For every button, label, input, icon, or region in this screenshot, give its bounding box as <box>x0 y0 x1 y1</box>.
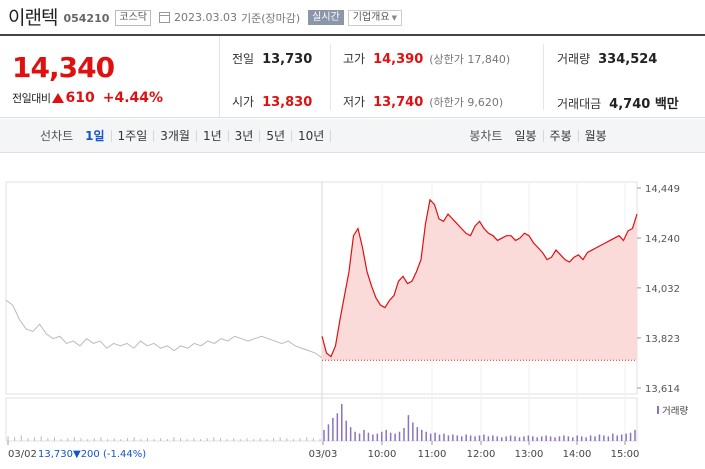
high-label: 고가 <box>343 52 366 66</box>
low-cell: 저가 13,740 (하한가 9,620) <box>343 93 503 110</box>
x-tick-label: 11:00 <box>418 449 447 460</box>
calendar-icon <box>159 12 170 23</box>
high-cell: 고가 14,390 (상한가 17,840) <box>343 50 510 67</box>
amount-value: 4,740 백만 <box>609 97 679 112</box>
stock-header: 이랜텍 054210 코스닥 2023.03.03 기준(장마감) 실시간 기업… <box>0 0 705 33</box>
prev-close-cell: 전일 13,730 <box>232 50 312 67</box>
amount-label: 거래대금 <box>557 97 602 111</box>
y-tick-label: 13,823 <box>645 334 680 345</box>
open-cell: 시가 13,830 <box>232 93 312 110</box>
quote-date-suffix: 기준(장마감) <box>240 11 301 25</box>
high-value: 14,390 <box>373 52 424 67</box>
upper-limit: (상한가 17,840) <box>429 53 511 66</box>
change-label: 전일대비 <box>12 92 51 105</box>
x-tick-label: 13:00 <box>515 449 544 460</box>
price-change: 전일대비 610 +4.44% <box>12 90 163 106</box>
line-chart-label: 선차트 <box>40 129 74 143</box>
period-tab-3m[interactable]: 3개월 <box>154 129 197 142</box>
amount-cell: 거래대금 4,740 백만 <box>557 93 679 112</box>
divider <box>543 44 544 110</box>
x-tick-label: 03/03 <box>309 449 338 460</box>
period-bar: 선차트 1일 1주일 3개월 1년 3년 5년 10년 봉차트 일봉 주봉 월봉 <box>0 119 705 153</box>
stock-code: 054210 <box>63 11 110 25</box>
open-label: 시가 <box>232 95 255 109</box>
company-info-dropdown[interactable]: 기업개요 ▼ <box>347 9 402 26</box>
change-percent: +4.44% <box>102 90 164 106</box>
price-line <box>321 198 638 358</box>
stock-name: 이랜텍 <box>8 7 58 29</box>
quote-summary: 14,340 전일대비 610 +4.44% 전일 13,730 고가 14,3… <box>0 34 705 118</box>
period-tab-1y[interactable]: 1년 <box>197 129 229 142</box>
divider <box>330 44 331 110</box>
candle-chart-label: 봉차트 <box>469 129 503 143</box>
price-panel: 14,340 전일대비 610 +4.44% <box>0 36 220 118</box>
candle-tab-daily[interactable]: 일봉 <box>508 129 544 142</box>
chart-svg: 14,449 14,240 14,032 13,823 13,614 03/02 03/03… <box>5 181 688 460</box>
y-tick-label: 13,614 <box>645 384 680 395</box>
y-tick-label: 14,240 <box>645 234 680 245</box>
period-tab-1w[interactable]: 1주일 <box>112 129 155 142</box>
volume-legend-swatch <box>657 406 659 414</box>
price-area-fill <box>322 199 637 361</box>
current-price: 14,340 <box>12 51 115 84</box>
y-tick-label: 14,032 <box>645 284 680 295</box>
x-tick-label: 12:00 <box>467 449 496 460</box>
company-info-label: 기업개요 <box>352 11 390 23</box>
realtime-button[interactable]: 실시간 <box>308 10 344 25</box>
price-chart: 14,449 14,240 14,032 13,823 13,614 03/02 03/03… <box>0 172 705 469</box>
up-arrow-icon <box>52 93 65 103</box>
x-tick-label: 03/02 <box>8 449 37 460</box>
low-value: 13,740 <box>373 95 424 110</box>
period-tab-5y[interactable]: 5년 <box>260 129 293 142</box>
volume-legend-label: 거래량 <box>662 405 688 417</box>
period-tab-1d[interactable]: 1일 <box>79 129 112 142</box>
footer-prev-change: ▼200 (-1.44%) <box>73 449 146 460</box>
market-badge: 코스닥 <box>115 9 151 26</box>
change-value: 610 <box>65 90 95 106</box>
chevron-down-icon: ▼ <box>391 13 397 22</box>
x-tick-label: 10:00 <box>368 449 397 460</box>
volume-value: 334,524 <box>598 52 658 67</box>
period-tab-3y[interactable]: 3년 <box>229 129 261 142</box>
quote-date: 2023.03.03 <box>174 11 237 24</box>
x-tick-label: 14:00 <box>563 449 592 460</box>
candle-tab-monthly[interactable]: 월봉 <box>584 128 607 143</box>
volume-cell: 거래량 334,524 <box>557 50 657 67</box>
lower-limit: (하한가 9,620) <box>429 96 504 109</box>
prev-close-value: 13,730 <box>262 52 313 67</box>
footer-prev-close: 13,730 <box>38 449 73 460</box>
prev-day-line <box>5 299 323 359</box>
prev-close-label: 전일 <box>232 52 255 66</box>
candle-tab-weekly[interactable]: 주봉 <box>544 129 579 142</box>
x-tick-label: 15:00 <box>611 449 640 460</box>
y-tick-label: 14,449 <box>645 184 680 195</box>
volume-label: 거래량 <box>557 52 591 66</box>
low-label: 저가 <box>343 95 366 109</box>
period-tab-10y[interactable]: 10년 <box>292 129 332 142</box>
open-value: 13,830 <box>262 95 313 110</box>
